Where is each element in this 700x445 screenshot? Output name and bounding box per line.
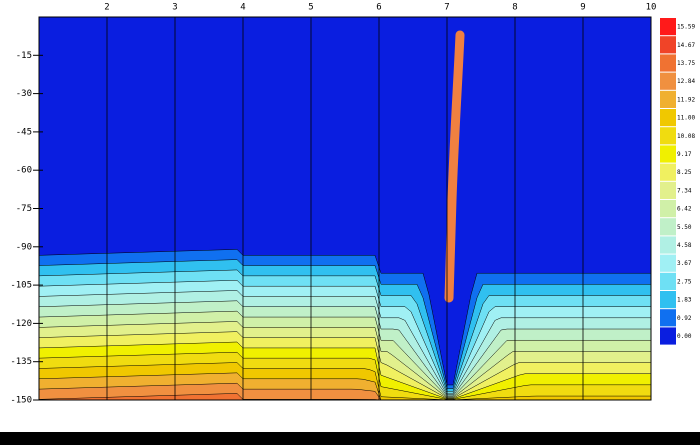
drawn-stroke bbox=[444, 30, 465, 303]
y-tick-label: -105 bbox=[10, 281, 32, 291]
colorbar-label: 9.17 bbox=[677, 151, 692, 158]
colorbar-box bbox=[660, 272, 676, 290]
y-tick-label: -75 bbox=[16, 204, 32, 214]
colorbar-label: 1.83 bbox=[677, 297, 692, 304]
colorbar-label: 0.92 bbox=[677, 315, 692, 322]
colorbar-label: 0.00 bbox=[677, 333, 692, 340]
bottom-bar bbox=[0, 432, 700, 445]
x-tick-label: 9 bbox=[580, 3, 585, 13]
colorbar-label: 11.92 bbox=[677, 96, 695, 103]
x-tick-label: 10 bbox=[646, 3, 657, 13]
colorbar-box bbox=[660, 181, 676, 199]
x-tick-label: 6 bbox=[376, 3, 381, 13]
colorbar-box bbox=[660, 36, 676, 54]
colorbar-label: 5.50 bbox=[677, 224, 692, 231]
colorbar-box bbox=[660, 163, 676, 181]
x-tick-label: 8 bbox=[512, 3, 517, 13]
x-tick-label: 5 bbox=[308, 3, 313, 13]
y-tick-label: -135 bbox=[10, 357, 32, 367]
colorbar-box bbox=[660, 236, 676, 254]
colorbar-box bbox=[660, 127, 676, 145]
y-tick-label: -150 bbox=[10, 396, 32, 406]
colorbar-label: 4.58 bbox=[677, 242, 692, 249]
colorbar-box bbox=[660, 90, 676, 108]
colorbar-box bbox=[660, 18, 676, 36]
colorbar-label: 10.08 bbox=[677, 133, 695, 140]
colorbar-box bbox=[660, 72, 676, 90]
y-tick-label: -90 bbox=[16, 242, 32, 252]
colorbar-box bbox=[660, 218, 676, 236]
colorbar-label: 15.59 bbox=[677, 24, 695, 31]
colorbar-label: 8.25 bbox=[677, 169, 692, 176]
colorbar-label: 2.75 bbox=[677, 278, 692, 285]
y-tick-label: -60 bbox=[16, 166, 32, 176]
y-tick-label: -45 bbox=[16, 127, 32, 137]
colorbar-box bbox=[660, 309, 676, 327]
colorbar-box bbox=[660, 200, 676, 218]
x-tick-label: 4 bbox=[240, 3, 245, 13]
colorbar-label: 13.75 bbox=[677, 60, 695, 67]
x-tick-label: 7 bbox=[444, 3, 449, 13]
colorbar-box bbox=[660, 54, 676, 72]
plot-area bbox=[38, 17, 652, 401]
colorbar-label: 12.84 bbox=[677, 78, 695, 85]
x-tick-label: 3 bbox=[172, 3, 177, 13]
y-tick-label: -30 bbox=[16, 89, 32, 99]
y-tick-label: -15 bbox=[16, 51, 32, 61]
x-tick-label: 2 bbox=[104, 3, 109, 13]
colorbar-box bbox=[660, 327, 676, 345]
colorbar-label: 7.34 bbox=[677, 187, 692, 194]
colorbar-box bbox=[660, 109, 676, 127]
colorbar-box bbox=[660, 254, 676, 272]
colorbar-label: 14.67 bbox=[677, 42, 695, 49]
colorbar-box bbox=[660, 145, 676, 163]
colorbar-box bbox=[660, 291, 676, 309]
colorbar-label: 11.00 bbox=[677, 115, 695, 122]
colorbar-label: 6.42 bbox=[677, 206, 692, 213]
colorbar-label: 3.67 bbox=[677, 260, 692, 267]
y-tick-label: -120 bbox=[10, 319, 32, 329]
